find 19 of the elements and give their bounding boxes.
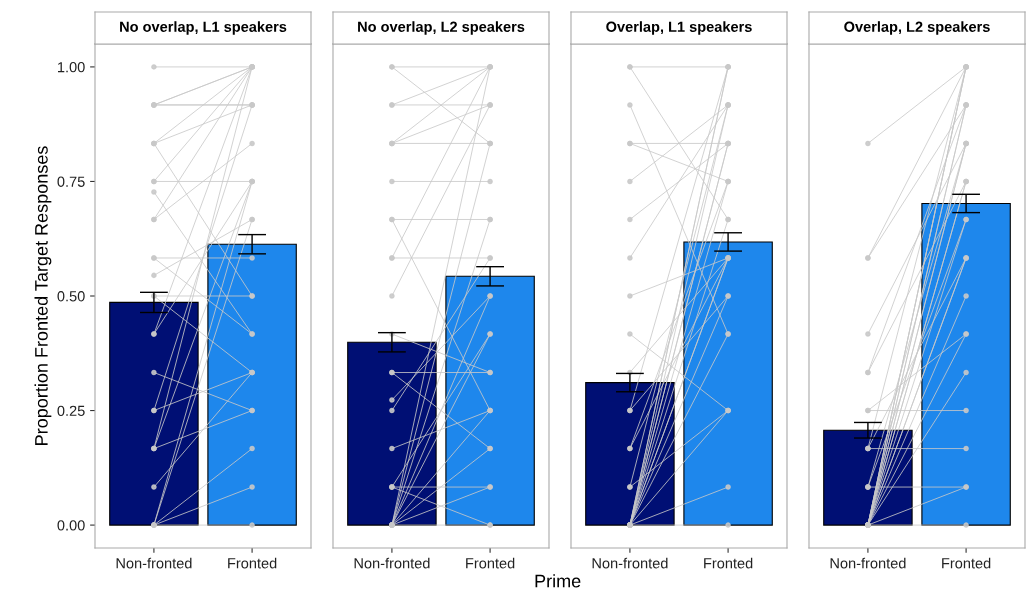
- chart-title: Overlap, L1 speakers: [606, 21, 752, 35]
- x-axis-title: Prime: [535, 574, 581, 588]
- chart-title: No overlap, L1 speakers: [120, 21, 287, 35]
- chart-title: Overlap, L2 speakers: [844, 21, 990, 35]
- x-tick-label: Non-fronted: [592, 557, 668, 569]
- x-tick-label: Non-fronted: [354, 557, 430, 569]
- y-tick-label: 0.50: [57, 291, 85, 302]
- x-tick-label: Fronted: [704, 557, 753, 569]
- y-tick-label: 1.00: [58, 62, 85, 73]
- chart-title: No overlap, L2 speakers: [358, 21, 525, 35]
- y-tick-label: 0.25: [57, 405, 85, 416]
- x-tick-label: Fronted: [228, 557, 277, 569]
- y-axis-title: Proportion Fronted Target Responses: [34, 146, 52, 445]
- x-tick-label: Fronted: [466, 557, 515, 569]
- x-tick-label: Non-fronted: [116, 557, 192, 569]
- x-tick-label: Fronted: [942, 557, 991, 569]
- y-tick-label: 0.75: [57, 176, 85, 187]
- x-tick-label: Non-fronted: [830, 557, 906, 569]
- y-tick-label: 0.00: [57, 520, 85, 531]
